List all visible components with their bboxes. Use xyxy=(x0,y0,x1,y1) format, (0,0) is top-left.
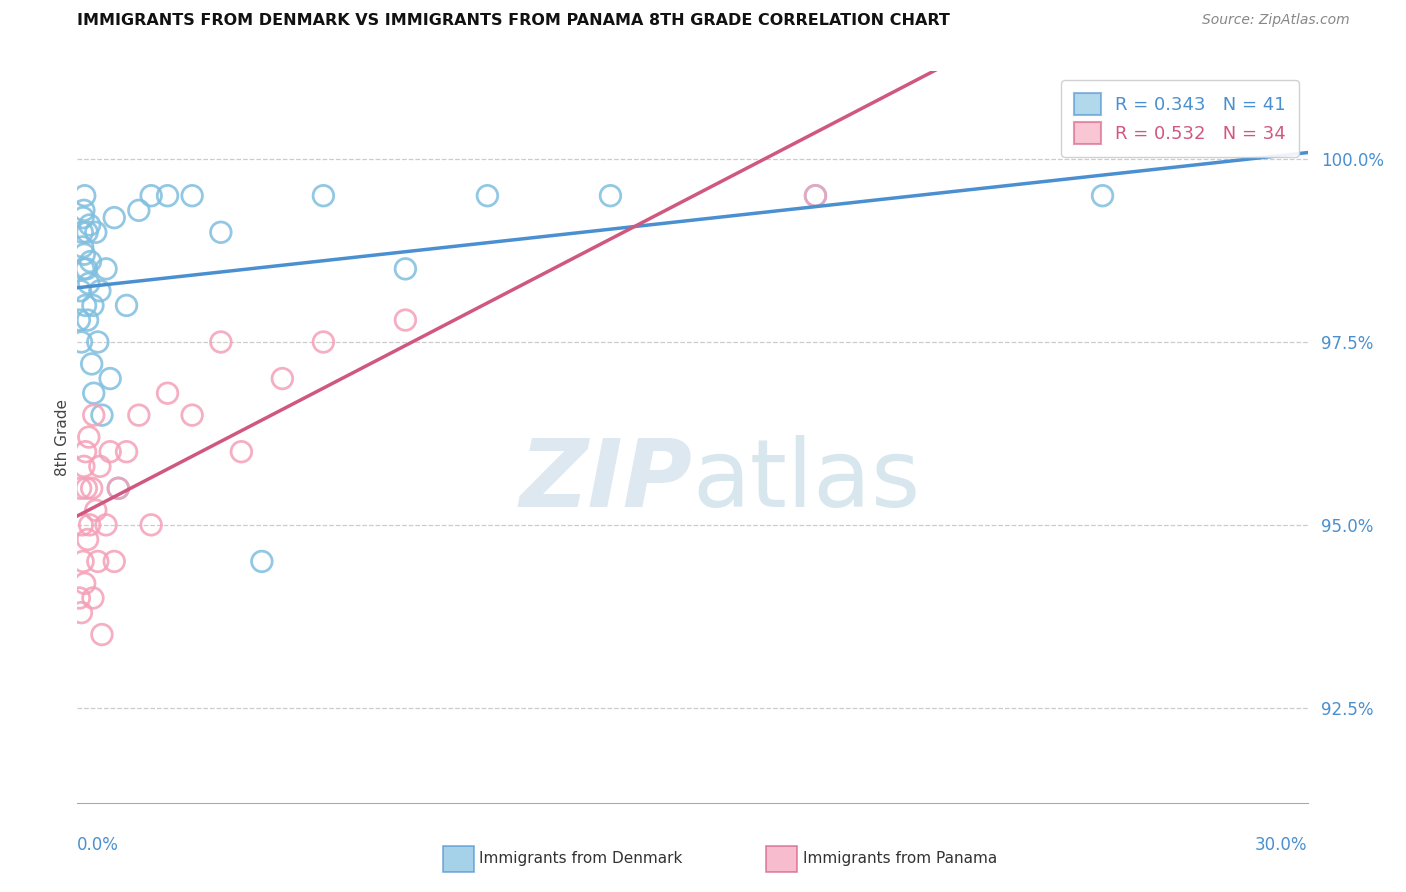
Point xyxy=(84,225,107,239)
Point xyxy=(75,298,97,312)
Point xyxy=(394,313,416,327)
Point xyxy=(141,517,163,532)
Point xyxy=(83,386,105,401)
Point xyxy=(82,591,104,605)
Point xyxy=(80,481,103,495)
Point xyxy=(98,371,121,385)
Point xyxy=(70,334,93,349)
Point xyxy=(70,225,93,239)
Point xyxy=(312,188,335,202)
Legend: R = 0.343   N = 41, R = 0.532   N = 34: R = 0.343 N = 41, R = 0.532 N = 34 xyxy=(1062,80,1299,157)
Point xyxy=(69,481,91,495)
Point xyxy=(103,554,125,568)
Point xyxy=(209,334,232,349)
Point xyxy=(69,284,91,298)
Point xyxy=(312,334,335,349)
Point xyxy=(79,218,101,232)
Point xyxy=(75,261,97,276)
Point xyxy=(73,576,96,591)
Point xyxy=(181,408,204,422)
Point xyxy=(90,627,114,641)
Point xyxy=(141,188,163,202)
Point xyxy=(73,247,96,261)
Text: atlas: atlas xyxy=(693,435,921,527)
Point xyxy=(209,225,232,239)
Point xyxy=(87,334,110,349)
Point xyxy=(98,444,121,458)
Point xyxy=(89,284,111,298)
Point xyxy=(89,459,111,474)
Point xyxy=(76,313,98,327)
Point xyxy=(73,188,96,202)
Point xyxy=(72,261,94,276)
Point xyxy=(103,211,125,225)
Point xyxy=(804,188,827,202)
Point xyxy=(94,517,117,532)
Point xyxy=(271,371,294,385)
Text: ZIP: ZIP xyxy=(520,435,693,527)
Point xyxy=(394,261,416,276)
Text: Immigrants from Denmark: Immigrants from Denmark xyxy=(479,852,683,866)
Point xyxy=(107,481,129,495)
Text: 0.0%: 0.0% xyxy=(77,836,120,854)
Point xyxy=(107,481,129,495)
Point xyxy=(67,313,90,327)
Point xyxy=(94,261,117,276)
Point xyxy=(250,554,273,568)
Point xyxy=(128,408,150,422)
Point xyxy=(79,254,101,268)
Point xyxy=(75,444,97,458)
Point xyxy=(1091,188,1114,202)
Point xyxy=(75,481,97,495)
Point xyxy=(599,188,621,202)
Point xyxy=(70,517,93,532)
Point xyxy=(128,203,150,218)
Point xyxy=(156,386,179,401)
Point xyxy=(84,503,107,517)
Text: 30.0%: 30.0% xyxy=(1256,836,1308,854)
Point xyxy=(72,240,94,254)
Point xyxy=(70,606,93,620)
Point xyxy=(115,444,138,458)
Point xyxy=(76,225,98,239)
Point xyxy=(82,298,104,312)
Point xyxy=(181,188,204,202)
Point xyxy=(83,408,105,422)
Point xyxy=(80,357,103,371)
Point xyxy=(87,554,110,568)
Point xyxy=(67,591,90,605)
Point xyxy=(231,444,253,458)
Point xyxy=(73,459,96,474)
Y-axis label: 8th Grade: 8th Grade xyxy=(55,399,70,475)
Point xyxy=(76,533,98,547)
Point xyxy=(115,298,138,312)
Text: IMMIGRANTS FROM DENMARK VS IMMIGRANTS FROM PANAMA 8TH GRADE CORRELATION CHART: IMMIGRANTS FROM DENMARK VS IMMIGRANTS FR… xyxy=(77,13,950,29)
Point xyxy=(72,211,94,225)
Text: Immigrants from Panama: Immigrants from Panama xyxy=(803,852,997,866)
Point xyxy=(804,188,827,202)
Point xyxy=(90,408,114,422)
Point xyxy=(156,188,179,202)
Point xyxy=(77,277,100,291)
Point xyxy=(77,430,100,444)
Text: Source: ZipAtlas.com: Source: ZipAtlas.com xyxy=(1202,13,1350,28)
Point xyxy=(72,554,94,568)
Point xyxy=(73,203,96,218)
Point xyxy=(477,188,499,202)
Point xyxy=(79,517,101,532)
